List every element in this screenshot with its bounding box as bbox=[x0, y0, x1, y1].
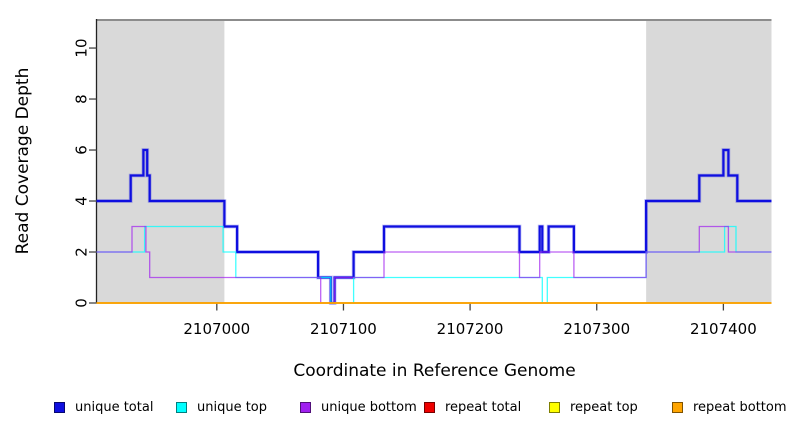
x-tick-label: 2107200 bbox=[437, 320, 504, 338]
x-tick-label: 2107300 bbox=[563, 320, 630, 338]
legend-label-repeat-top: repeat top bbox=[570, 399, 638, 415]
x-tick-label: 2107100 bbox=[310, 320, 377, 338]
legend-label-repeat-bottom: repeat bottom bbox=[693, 399, 787, 415]
y-tick-label: 4 bbox=[72, 196, 90, 206]
series-line-unique-bottom bbox=[96, 225, 772, 304]
legend-item-unique-bottom: unique bottom bbox=[300, 398, 417, 416]
x-tick-label: 2107000 bbox=[183, 320, 250, 338]
y-tick-label: 6 bbox=[72, 145, 90, 155]
legend-label-unique-total: unique total bbox=[75, 399, 154, 415]
legend-item-repeat-top: repeat top bbox=[549, 398, 638, 416]
series-line-unique-total bbox=[96, 148, 772, 305]
y-tick-label: 8 bbox=[72, 94, 90, 104]
shaded-repeat-region-1 bbox=[646, 21, 772, 303]
legend-swatch-repeat-bottom bbox=[672, 401, 683, 413]
legend-item-repeat-bottom: repeat bottom bbox=[672, 398, 787, 416]
legend-swatch-unique-total bbox=[54, 401, 65, 413]
shaded-repeat-region-0 bbox=[96, 21, 225, 303]
series-line-unique-top bbox=[96, 225, 772, 304]
legend-swatch-repeat-top bbox=[549, 401, 560, 413]
legend-swatch-unique-bottom bbox=[300, 401, 311, 413]
legend-label-unique-bottom: unique bottom bbox=[321, 399, 417, 415]
legend-swatch-unique-top bbox=[176, 401, 187, 413]
x-axis-title: Coordinate in Reference Genome bbox=[293, 361, 576, 381]
x-tick-label: 2107400 bbox=[690, 320, 757, 338]
y-tick-label: 0 bbox=[72, 298, 90, 308]
legend-swatch-repeat-total bbox=[424, 401, 435, 413]
legend-label-unique-top: unique top bbox=[197, 399, 268, 415]
y-axis-title: Read Coverage Depth bbox=[13, 67, 33, 255]
y-tick-label: 10 bbox=[72, 38, 90, 57]
legend-item-unique-total: unique total bbox=[54, 398, 153, 416]
legend: unique total unique top unique bottom re… bbox=[0, 398, 792, 420]
legend-item-unique-top: unique top bbox=[176, 398, 267, 416]
legend-label-repeat-total: repeat total bbox=[445, 399, 522, 415]
y-tick-label: 2 bbox=[72, 247, 90, 257]
legend-item-repeat-total: repeat total bbox=[424, 398, 521, 416]
